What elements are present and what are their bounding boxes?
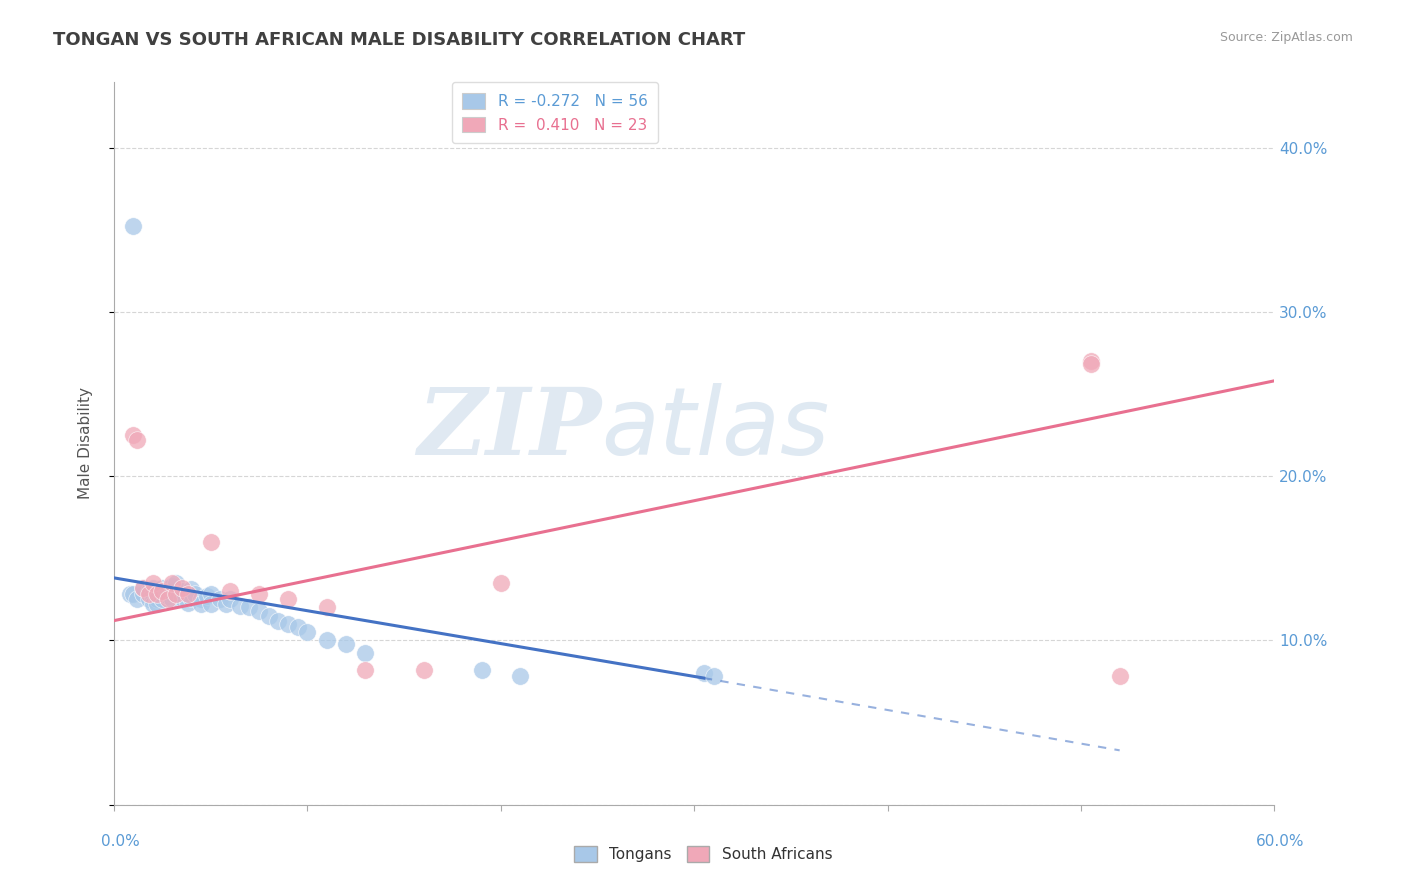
Point [219,584,242,599]
Point [1108,669,1130,683]
Point [200,597,222,611]
Point [412,663,434,677]
Point [190,597,212,611]
Point [165,587,187,601]
Point [267,614,290,628]
Point [354,663,377,677]
Point [209,592,232,607]
Point [157,589,180,603]
Point [287,620,309,634]
Point [132,587,155,601]
Point [132,581,155,595]
Point [200,534,222,549]
Y-axis label: Male Disability: Male Disability [79,387,93,500]
Point [335,637,357,651]
Point [315,600,337,615]
Point [200,587,222,601]
Point [215,597,238,611]
Point [122,428,145,442]
Point [142,581,165,595]
Text: Source: ZipAtlas.com: Source: ZipAtlas.com [1219,31,1353,45]
Point [489,575,512,590]
Point [160,587,183,601]
Point [238,600,260,615]
Point [160,575,183,590]
Point [152,581,174,595]
Point [132,581,155,595]
Point [176,595,198,609]
Point [157,592,180,607]
Point [180,591,202,605]
Point [190,592,212,607]
Point [470,663,492,677]
Point [170,591,193,605]
Text: TONGAN VS SOUTH AFRICAN MALE DISABILITY CORRELATION CHART: TONGAN VS SOUTH AFRICAN MALE DISABILITY … [53,31,745,49]
Legend: Tongans, South Africans: Tongans, South Africans [568,840,838,868]
Text: ZIP: ZIP [418,384,602,474]
Point [693,666,716,681]
Point [1080,358,1102,372]
Point [138,587,160,601]
Point [127,592,149,607]
Point [277,616,299,631]
Point [138,592,160,607]
Point [142,597,165,611]
Point [176,587,198,601]
Legend: R = -0.272   N = 56, R =  0.410   N = 23: R = -0.272 N = 56, R = 0.410 N = 23 [451,82,658,144]
Point [122,587,145,601]
Point [152,592,174,607]
Point [157,584,180,599]
Point [315,633,337,648]
Point [257,608,280,623]
Point [145,584,167,599]
Point [509,669,531,683]
Point [176,587,198,601]
Point [142,592,165,607]
Point [703,669,725,683]
Text: atlas: atlas [602,384,830,475]
Point [165,575,187,590]
Point [180,582,202,597]
Point [142,587,165,601]
Point [247,587,270,601]
Text: 0.0%: 0.0% [101,834,141,848]
Point [160,579,183,593]
Point [145,592,167,607]
Point [195,589,218,603]
Point [122,219,145,234]
Point [165,587,187,601]
Point [145,587,167,601]
Point [138,584,160,599]
Point [229,599,252,613]
Point [142,575,165,590]
Point [118,587,141,601]
Point [184,587,207,601]
Point [297,625,319,640]
Point [170,581,193,595]
Point [219,592,242,607]
Point [160,592,183,607]
Point [145,597,167,611]
Point [1080,354,1102,368]
Point [127,433,149,447]
Point [354,647,377,661]
Point [170,584,193,599]
Point [145,587,167,601]
Point [247,604,270,618]
Point [277,592,299,607]
Text: 60.0%: 60.0% [1257,834,1305,848]
Point [152,584,174,599]
Point [152,587,174,601]
